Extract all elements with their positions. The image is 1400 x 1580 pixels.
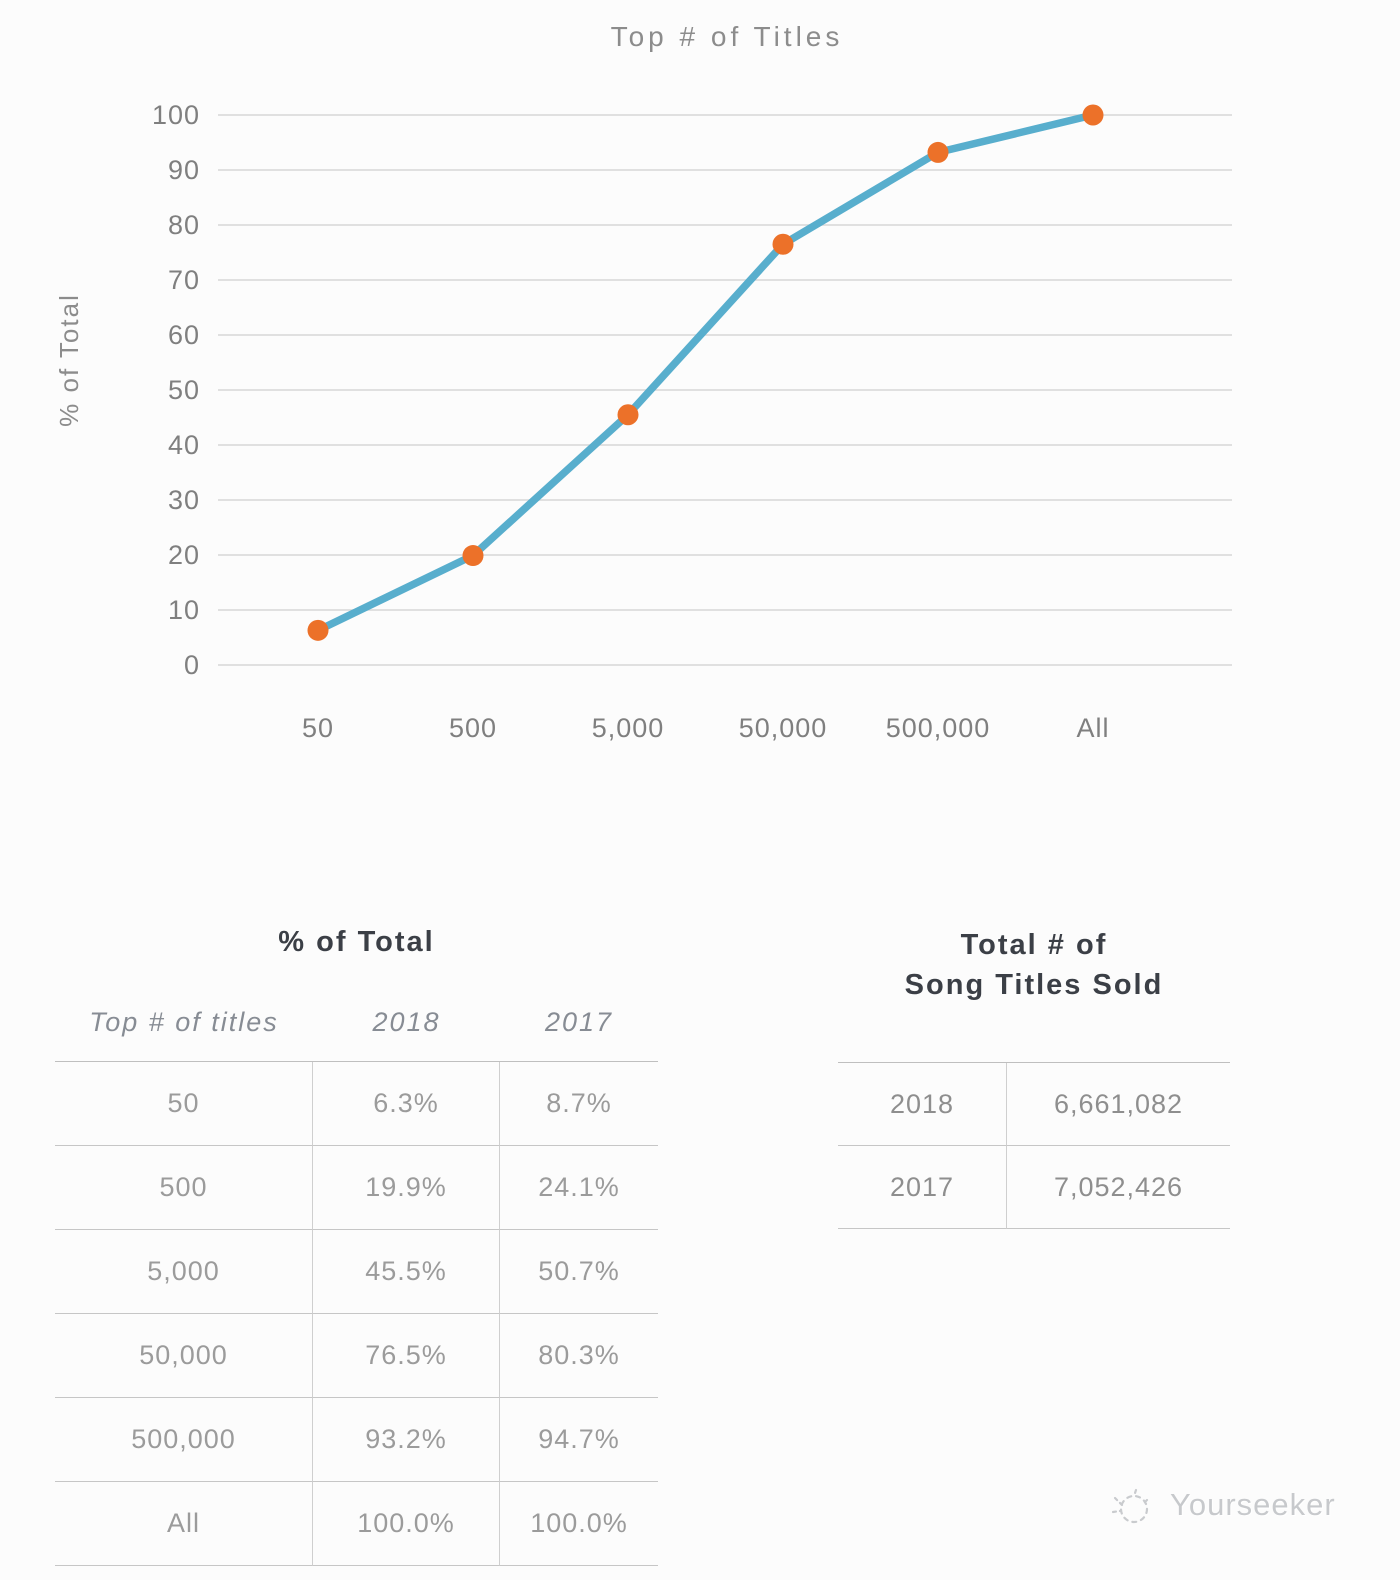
y-tick-label: 0 — [184, 650, 200, 680]
y-tick-labels: 0 10 20 30 40 50 60 70 80 90 100 — [152, 100, 200, 680]
data-point-marker — [927, 141, 949, 163]
right-table-title-line2: Song Titles Sold — [904, 969, 1164, 1001]
x-tick-labels: 50 500 5,000 50,000 500,000 All — [302, 713, 1109, 743]
table-cell: 6,661,082 — [1007, 1063, 1230, 1146]
table-cell: 500 — [55, 1146, 313, 1230]
table-cell: 7,052,426 — [1007, 1146, 1230, 1229]
data-point-marker — [617, 404, 639, 426]
percent-of-total-table: 50 6.3% 8.7% 500 19.9% 24.1% 5,000 45.5% 50.7% 50… — [55, 1061, 658, 1566]
table-cell: 80.3% — [500, 1314, 658, 1398]
x-tick-label: 50 — [302, 713, 334, 743]
gridlines — [218, 114, 1232, 666]
y-tick-label: 100 — [152, 100, 200, 130]
table-cell: 2018 — [838, 1063, 1007, 1146]
table-cell: 76.5% — [313, 1314, 500, 1398]
table-cell: 2017 — [838, 1146, 1007, 1229]
y-axis-label: % of Total — [54, 293, 84, 427]
table-cell: 100.0% — [313, 1482, 500, 1566]
table-cell: 100.0% — [500, 1482, 658, 1566]
data-point-marker — [772, 233, 794, 255]
table-cell: 24.1% — [500, 1146, 658, 1230]
x-tick-label: All — [1076, 713, 1109, 743]
right-table-title-line1: Total # of — [960, 929, 1108, 961]
column-header-2018: 2018 — [372, 1006, 441, 1037]
data-points — [307, 104, 1104, 641]
left-table-header: Top # of titles 2018 2017 — [55, 1000, 658, 1044]
left-table-title: % of Total — [278, 926, 435, 958]
y-tick-label: 60 — [168, 320, 200, 350]
table-cell: 6.3% — [313, 1062, 500, 1146]
y-tick-label: 10 — [168, 595, 200, 625]
table-cell: 50.7% — [500, 1230, 658, 1314]
table-cell: All — [55, 1482, 313, 1566]
table-cell: 93.2% — [313, 1398, 500, 1482]
table-cell: 5,000 — [55, 1230, 313, 1314]
data-point-marker — [307, 619, 329, 641]
data-point-marker — [1082, 104, 1104, 126]
y-tick-label: 50 — [168, 375, 200, 405]
y-tick-label: 90 — [168, 155, 200, 185]
watermark: Yourseeker — [1106, 1478, 1336, 1532]
data-point-marker — [462, 545, 484, 567]
table-cell: 50,000 — [55, 1314, 313, 1398]
table-cell: 8.7% — [500, 1062, 658, 1146]
table-cell: 50 — [55, 1062, 313, 1146]
y-tick-label: 70 — [168, 265, 200, 295]
x-tick-label: 50,000 — [739, 713, 828, 743]
column-header-2017: 2017 — [544, 1006, 614, 1037]
y-tick-label: 20 — [168, 540, 200, 570]
chart-title: Top # of Titles — [611, 21, 844, 52]
y-tick-label: 40 — [168, 430, 200, 460]
x-tick-label: 5,000 — [592, 713, 665, 743]
table-cell: 94.7% — [500, 1398, 658, 1482]
watermark-label: Yourseeker — [1170, 1487, 1336, 1522]
y-tick-label: 80 — [168, 210, 200, 240]
yourseeker-logo-icon — [1111, 1488, 1149, 1524]
table-cell: 19.9% — [313, 1146, 500, 1230]
right-table-title: Total # of Song Titles Sold — [838, 925, 1230, 1005]
table-cell: 45.5% — [313, 1230, 500, 1314]
line-chart: Top # of Titles % of Total 0 10 20 30 40 50 60… — [54, 21, 1232, 743]
column-header-top-titles: Top # of titles — [89, 1006, 279, 1037]
data-line — [314, 111, 1097, 635]
x-tick-label: 500,000 — [886, 713, 991, 743]
song-titles-sold-table: 2018 6,661,082 2017 7,052,426 — [838, 1062, 1230, 1229]
x-tick-label: 500 — [449, 713, 497, 743]
table-cell: 500,000 — [55, 1398, 313, 1482]
y-tick-label: 30 — [168, 485, 200, 515]
